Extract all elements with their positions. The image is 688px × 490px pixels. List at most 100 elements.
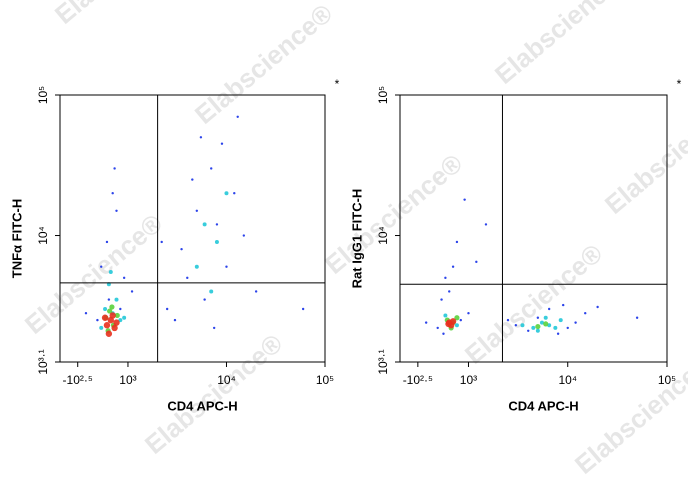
event-dot <box>195 209 199 212</box>
event-dot <box>103 322 111 329</box>
event-dot <box>448 290 451 293</box>
plot-frame <box>59 94 326 363</box>
event-dot <box>459 318 462 322</box>
event-dot <box>475 260 478 264</box>
watermark: Elabscience® <box>49 0 198 30</box>
event-dot <box>173 318 177 322</box>
y-axis-label: Rat IgG1 FITC-H <box>349 189 364 289</box>
event-dot <box>165 307 169 311</box>
watermark: Elabscience® <box>139 328 288 460</box>
event-dot <box>535 328 540 333</box>
event-dot <box>543 321 549 327</box>
event-dot <box>444 276 447 280</box>
event-dot <box>574 321 577 324</box>
event-dot <box>101 314 109 321</box>
x-tick-label: 10⁵ <box>658 373 676 387</box>
event-dot <box>107 308 113 314</box>
plot-panel: -10²·⁵ 10³ 10⁴ 10⁵ 10³·¹ 10⁴ 10⁵ CD4 APC-H TNFα … <box>9 77 339 413</box>
event-dot <box>103 307 108 312</box>
event-dot <box>561 303 565 307</box>
event-dot <box>203 298 206 301</box>
x-tick-label: 10⁴ <box>558 373 577 387</box>
watermark: Elabscience® <box>489 0 638 90</box>
event-dot <box>635 316 639 319</box>
y-tick-label: 10⁵ <box>36 86 50 104</box>
event-dot <box>443 313 448 318</box>
event-dot <box>100 265 103 268</box>
event-dot <box>454 323 459 328</box>
event-dot <box>436 326 439 330</box>
event-dot <box>96 318 99 322</box>
y-tick-label: 10³·¹ <box>36 349 50 374</box>
x-tick-label: 10³ <box>460 373 477 387</box>
event-dot <box>194 264 199 269</box>
event-dot <box>242 234 246 237</box>
watermark: Elabscience® <box>569 348 688 480</box>
event-dot <box>467 312 470 315</box>
x-axis-label: CD4 APC-H <box>167 398 237 413</box>
x-tick-label: 10⁴ <box>217 373 236 387</box>
event-dot <box>122 315 127 320</box>
y-tick-label: 10⁴ <box>376 226 390 245</box>
event-dot <box>105 240 109 244</box>
event-dot <box>111 324 118 332</box>
event-dot <box>514 324 518 327</box>
event-dot <box>527 329 530 332</box>
event-dot <box>225 265 228 268</box>
event-dot <box>209 289 214 294</box>
event-dot <box>109 312 116 319</box>
watermark: Elabscience® <box>189 0 338 130</box>
event-dot <box>84 312 88 315</box>
y-tick-label: 10⁴ <box>36 226 50 245</box>
event-dot <box>233 192 236 195</box>
event-dot <box>115 209 118 212</box>
event-dot <box>539 320 544 325</box>
event-dot <box>210 167 213 170</box>
x-tick-label: -10²·⁵ <box>63 373 93 387</box>
event-dot <box>547 307 551 311</box>
annotation: * <box>335 77 340 91</box>
event-dot <box>99 325 104 330</box>
event-dot <box>442 332 445 335</box>
event-dot <box>553 325 558 330</box>
x-tick-label: 10⁵ <box>316 373 334 387</box>
event-dot <box>454 315 460 321</box>
event-dot <box>440 298 443 301</box>
event-dot <box>543 315 548 320</box>
event-dot <box>535 323 541 330</box>
event-dot <box>109 304 115 310</box>
event-dot <box>584 312 587 315</box>
event-dot <box>107 298 111 301</box>
event-dot <box>180 247 183 251</box>
event-dot <box>130 290 134 293</box>
event-dot <box>301 307 305 311</box>
event-dot <box>424 321 428 324</box>
event-dot <box>220 142 224 145</box>
event-dot <box>445 320 452 328</box>
event-dot <box>113 319 120 326</box>
event-dot <box>463 198 466 201</box>
event-dot <box>506 318 510 322</box>
event-dot <box>212 326 216 330</box>
event-dot <box>455 240 459 244</box>
event-dot <box>536 316 540 319</box>
watermark: Elabscience® <box>459 238 608 370</box>
event-dot <box>191 178 194 181</box>
x-tick-label: 10³ <box>119 373 136 387</box>
event-dot <box>186 276 189 280</box>
event-dot <box>202 222 207 227</box>
event-dot <box>451 265 455 268</box>
event-dot <box>215 223 219 226</box>
event-dot <box>558 318 563 323</box>
annotation: * <box>677 77 682 91</box>
event-dot <box>105 330 113 337</box>
x-tick-label: -10²·⁵ <box>403 373 433 387</box>
watermark: Elabscience® <box>319 148 468 280</box>
event-dot <box>108 270 113 275</box>
event-dot <box>254 290 258 293</box>
event-dot <box>566 326 569 330</box>
event-dot <box>236 115 239 118</box>
event-dot <box>111 192 114 195</box>
x-axis-label: CD4 APC-H <box>508 398 578 413</box>
